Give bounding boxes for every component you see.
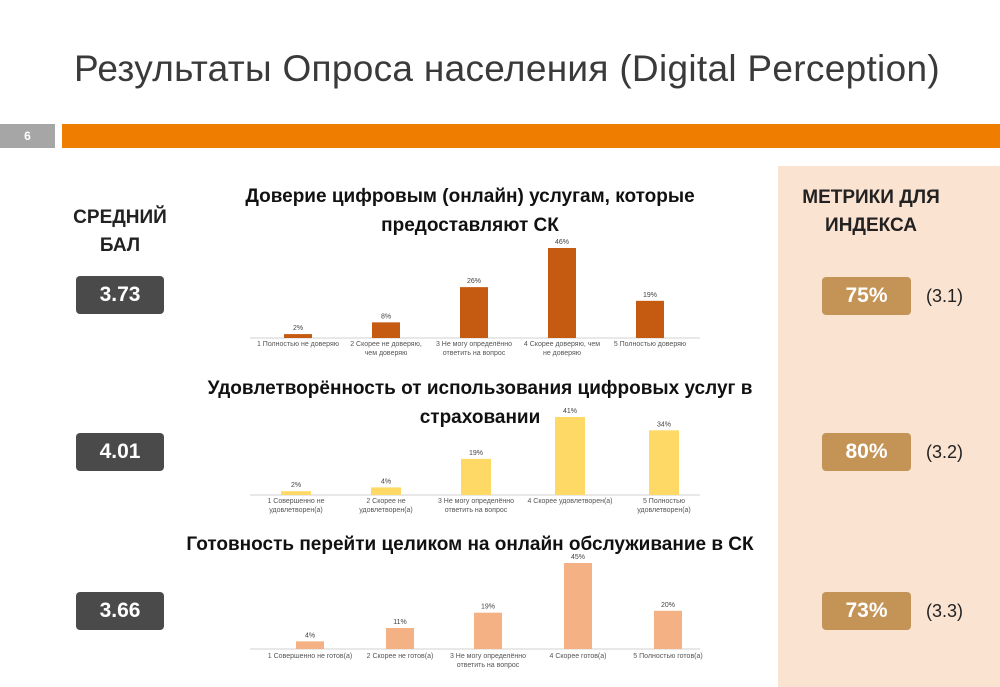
page-title: Результаты Опроса населения (Digital Per… xyxy=(74,48,940,89)
slide-number: 6 xyxy=(0,124,55,148)
data-label: 20% xyxy=(661,602,675,609)
average-score-3: 3.66 xyxy=(76,592,164,630)
category-label: 5 Полностью доверяю xyxy=(614,341,686,348)
bar xyxy=(460,287,488,338)
average-score-header: СРЕДНИЙ БАЛ xyxy=(73,207,167,256)
bar xyxy=(386,627,414,649)
metric-value-1: 75% xyxy=(822,277,911,315)
category-label: 4 Скорее доверяю, чем не доверяю xyxy=(524,341,600,357)
bar xyxy=(564,563,592,649)
data-label: 46% xyxy=(555,239,569,246)
data-label: 19% xyxy=(643,292,657,299)
metric-code-2: (3.2) xyxy=(926,442,964,462)
bar xyxy=(371,487,401,495)
bar xyxy=(372,322,400,338)
data-label: 4% xyxy=(305,632,315,639)
header-accent-bar xyxy=(62,124,1000,148)
category-label: 5 Полностью готов(а) xyxy=(633,653,702,660)
data-label: 45% xyxy=(571,554,585,561)
bar xyxy=(555,417,585,495)
chart-3-title: Готовность перейти целиком на онлайн обс… xyxy=(186,534,754,555)
category-label: 1 Совершенно не удовлетворен(а) xyxy=(267,498,324,514)
bar xyxy=(281,491,311,495)
chart-trust: 2% 1 Полностью не доверяю 8% 2 Скорее не до… xyxy=(250,239,700,357)
bar xyxy=(649,430,679,495)
category-label: 4 Скорее готов(а) xyxy=(550,653,607,660)
average-score-1: 3.73 xyxy=(76,276,164,314)
data-label: 41% xyxy=(563,408,577,415)
category-label: 3 Не могу определённо ответить на вопрос xyxy=(436,341,512,357)
bar xyxy=(474,612,502,649)
metric-value-3: 73% xyxy=(822,592,911,630)
bar xyxy=(636,300,664,338)
category-label: 3 Не могу определённо ответить на вопрос xyxy=(438,498,514,514)
chart-1-title: Доверие цифровым (онлайн) услугам, котор… xyxy=(245,186,695,236)
data-label: 19% xyxy=(481,604,495,611)
metric-code-3: (3.3) xyxy=(926,601,964,621)
metrics-header: МЕТРИКИ ДЛЯ ИНДЕКСА xyxy=(802,187,940,236)
data-label: 8% xyxy=(381,313,391,320)
data-label: 11% xyxy=(393,619,407,626)
data-label: 2% xyxy=(293,325,303,332)
data-label: 19% xyxy=(469,450,483,457)
category-label: 4 Скорее удовлетворен(а) xyxy=(527,498,612,505)
category-label: 2 Скорее не удовлетворен(а) xyxy=(359,498,413,514)
data-label: 2% xyxy=(291,482,301,489)
bar xyxy=(654,610,682,649)
data-label: 34% xyxy=(657,421,671,428)
category-label: 1 Совершенно не готов(а) xyxy=(268,653,352,660)
data-label: 4% xyxy=(381,478,391,485)
metric-code-1: (3.1) xyxy=(926,286,964,306)
average-score-2: 4.01 xyxy=(76,433,164,471)
metric-value-2: 80% xyxy=(822,433,911,471)
bar xyxy=(296,641,324,649)
data-label: 26% xyxy=(467,278,481,285)
chart-satisfaction: 2% 1 Совершенно не удовлетворен(а) 4% 2 Скор… xyxy=(250,408,700,514)
chart-readiness: 4% 1 Совершенно не готов(а) 11% 2 Скорее не… xyxy=(250,554,703,669)
category-label: 2 Скорее не доверяю, чем доверяю xyxy=(350,341,422,357)
chart-2-title: Удовлетворённость от использования цифро… xyxy=(207,378,753,428)
category-label: 5 Полностью удовлетворен(а) xyxy=(637,498,691,514)
category-label: 3 Не могу определённо ответить на вопрос xyxy=(450,653,526,669)
category-label: 2 Скорее не готов(а) xyxy=(367,653,434,660)
category-label: 1 Полностью не доверяю xyxy=(257,341,339,348)
bar xyxy=(548,248,576,338)
bar xyxy=(284,334,312,338)
bar xyxy=(461,458,491,495)
